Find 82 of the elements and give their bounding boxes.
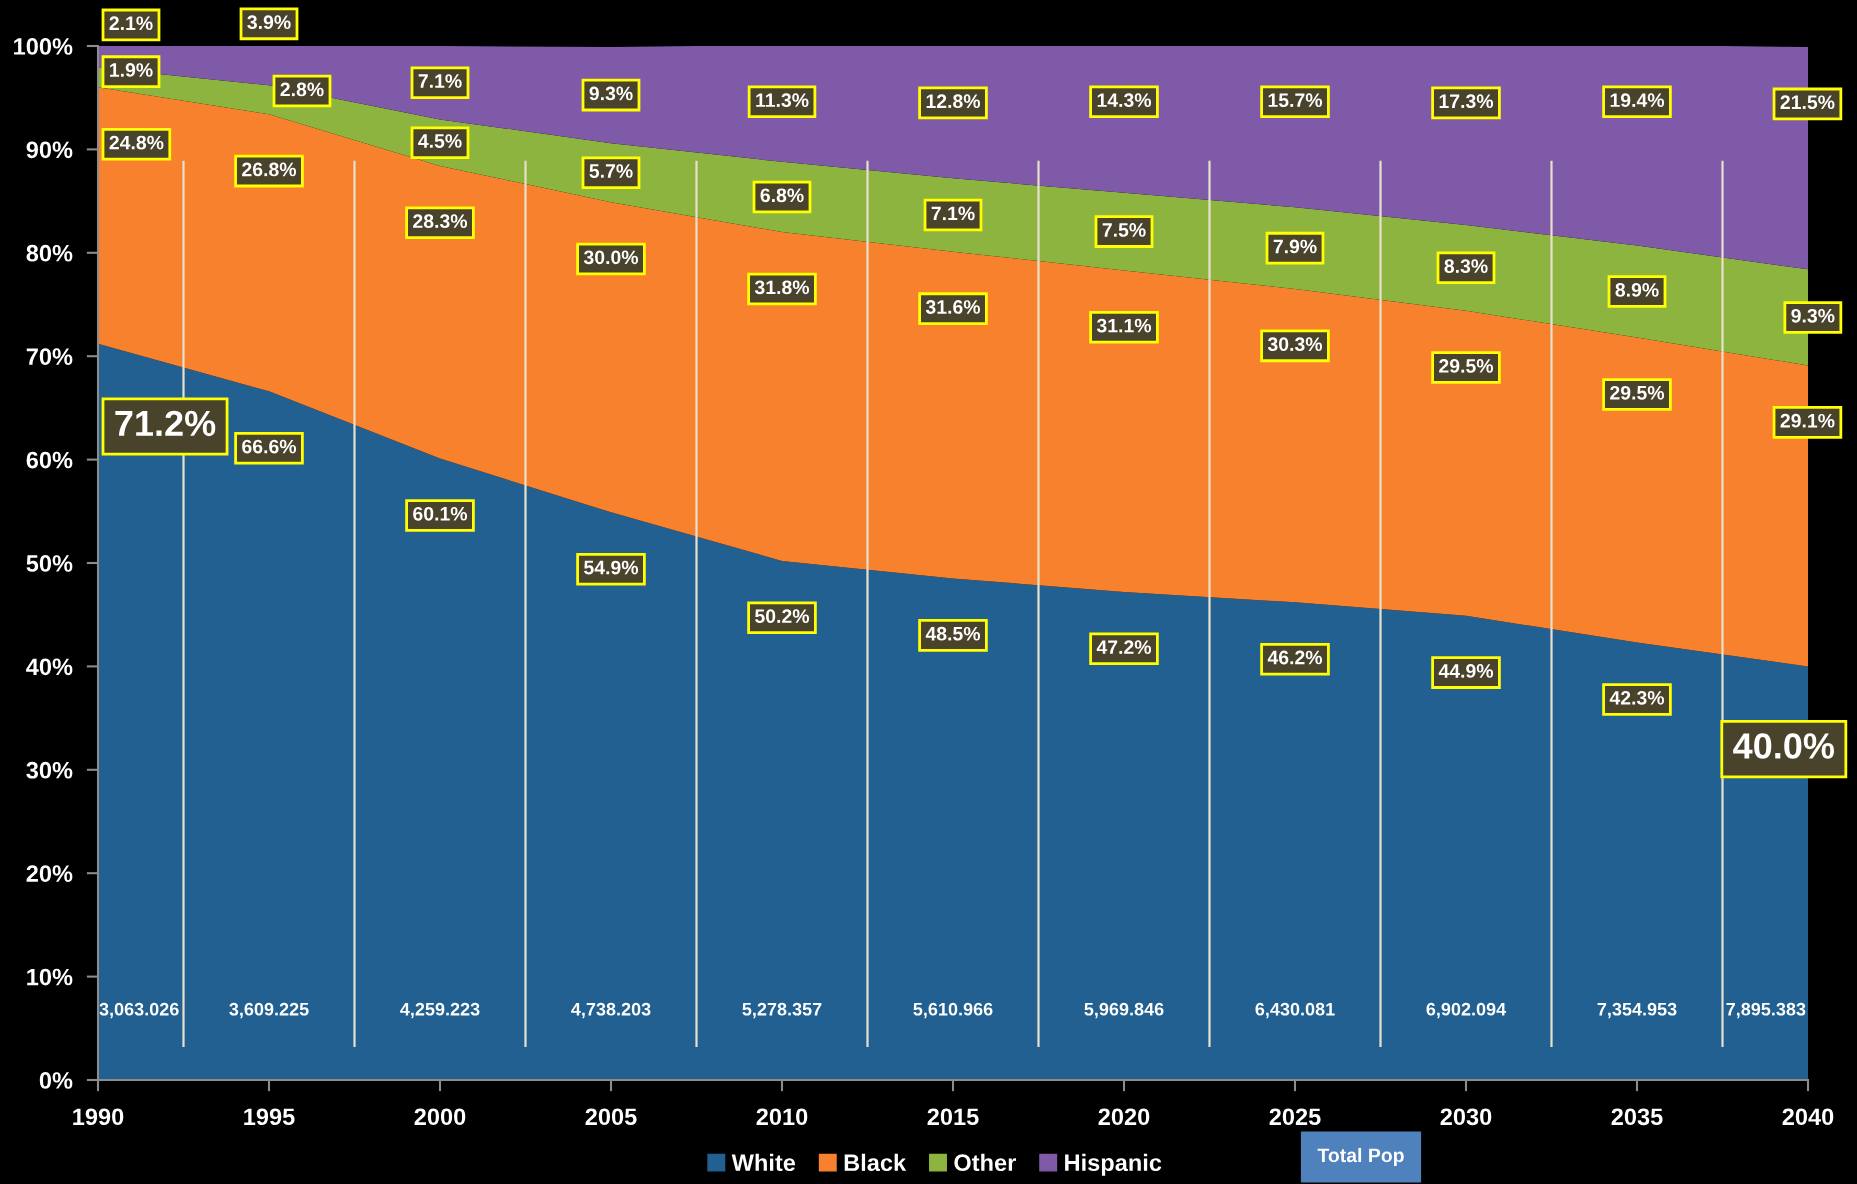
text: Total Pop [1317,1147,1404,1167]
data-label: 30.3% [1267,337,1323,352]
data-label: 31.1% [1096,318,1152,333]
data-label: 11.3% [756,93,809,108]
annotation: 5,278.357 [742,1002,822,1019]
y-tick-label: 30% [26,761,73,779]
legend-label: White [731,1153,796,1172]
data-label: 14.3% [1097,93,1152,108]
data-label: 15.7% [1268,93,1323,108]
legend-label: Hispanic [1065,1153,1162,1176]
data-label: 2.1% [109,16,153,31]
data-label: 30.0% [583,250,639,265]
annotation: 5,610.966 [913,1002,993,1019]
data-label: 9.3% [589,86,633,101]
x-tick-label: 2025 [1269,1108,1321,1126]
data-label: 48.5% [925,626,981,641]
data-label: 6.8% [760,188,804,203]
y-tick-label: 70% [26,348,73,365]
x-tick-label: 2005 [585,1108,637,1126]
data-label: 47.2% [1096,640,1152,654]
data-label: 19.4% [1610,93,1665,108]
x-tick-label: 2000 [414,1108,466,1126]
x-tick-label: 2035 [1611,1108,1663,1126]
data-label: 29.5% [1610,385,1665,400]
x-tick-label: 2020 [1098,1108,1150,1126]
data-label: 42.3% [1609,690,1665,705]
legend-label: Other [954,1153,1016,1172]
data-label: 44.9% [1438,664,1494,678]
data-label: 71.2% [115,410,216,437]
annotation: 3,609.225 [229,1002,309,1019]
annotation: 6,902.094 [1426,1002,1507,1019]
data-label: 28.3% [413,214,468,229]
data-label: 5.7% [589,164,633,178]
data-label: 3.9% [247,15,291,30]
data-label: 54.9% [584,560,639,575]
data-label: 7.1% [931,206,975,221]
y-tick-label: 20% [26,865,73,882]
data-label: 31.8% [754,280,810,295]
y-tick-label: 40% [26,658,73,676]
x-tick-label: 1990 [73,1108,124,1126]
data-label: 7.5% [1102,223,1146,237]
annotation: 4,259.223 [400,1002,480,1019]
y-tick-label: 90% [26,141,73,159]
legend-label: Black [844,1153,907,1172]
x-tick-label: 2040 [1782,1108,1834,1126]
data-label: 9.3% [1791,308,1835,323]
annotation: 7,895.383 [1726,1002,1806,1019]
annotation: 5,969.846 [1084,1002,1164,1019]
data-label: 7.9% [1273,239,1317,254]
data-label: 46.2% [1267,650,1323,665]
data-label: 31.6% [925,300,981,314]
annotation: 4,738.203 [571,1002,651,1019]
data-label: 8.9% [1615,283,1659,297]
data-label: 17.3% [1439,94,1494,109]
data-label: 29.1% [1780,413,1835,428]
data-label: 24.8% [109,135,164,150]
annotation: 7,354.953 [1597,1002,1677,1019]
data-label: 50.2% [755,609,810,624]
data-label: 60.1% [413,506,468,521]
y-tick-label: 100% [14,38,73,55]
x-tick-label: 2030 [1440,1108,1492,1126]
data-label: 21.5% [1780,95,1835,110]
data-label: 26.8% [242,162,297,177]
y-tick-label: 60% [26,451,73,469]
annotation: 3,063.026 [99,1002,179,1019]
y-tick-label: 0% [39,1072,73,1089]
data-label: 7.1% [418,74,462,88]
data-label: 12.8% [926,94,981,109]
data-label: 8.3% [1444,259,1488,274]
data-label: 66.6% [242,439,297,454]
data-label: 1.9% [110,63,153,77]
data-label: 40.0% [1733,733,1835,759]
annotation: 6,430.081 [1255,1002,1335,1019]
y-tick-label: 80% [26,244,73,262]
x-tick-label: 2010 [756,1108,808,1126]
x-tick-label: 2015 [927,1108,979,1126]
data-label: 4.5% [418,134,462,148]
y-tick-label: 10% [27,968,73,986]
y-tick-label: 50% [26,555,73,572]
data-label: 2.8% [280,82,324,97]
x-tick-label: 1995 [244,1108,295,1126]
data-label: 29.5% [1439,359,1494,373]
